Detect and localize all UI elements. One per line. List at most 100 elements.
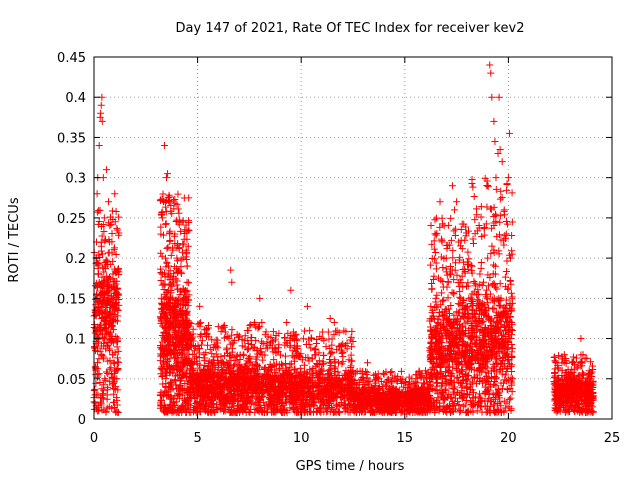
data-points (90, 61, 597, 418)
data-point (113, 343, 121, 351)
data-point (497, 187, 505, 195)
data-point (332, 327, 340, 335)
data-point (168, 378, 176, 386)
data-point (106, 365, 114, 373)
data-point (386, 369, 394, 377)
data-point (97, 222, 105, 230)
data-point (115, 231, 123, 239)
data-point (235, 332, 243, 340)
data-point (101, 335, 109, 343)
data-point (100, 228, 108, 236)
data-point (477, 264, 485, 272)
data-point (108, 404, 116, 412)
data-point (450, 227, 458, 235)
data-point (109, 398, 117, 406)
data-point (168, 308, 176, 316)
data-point (175, 366, 183, 374)
data-point (184, 354, 192, 362)
data-point (95, 217, 103, 225)
data-point (501, 273, 509, 281)
data-point (174, 285, 182, 293)
data-point (98, 394, 106, 402)
data-point (172, 218, 180, 226)
data-point (102, 407, 110, 415)
data-point (92, 379, 100, 387)
data-point (166, 395, 174, 403)
data-point (113, 407, 121, 415)
data-point (114, 347, 122, 355)
data-point (430, 272, 438, 280)
data-point (175, 219, 183, 227)
data-point (169, 305, 177, 313)
data-point (180, 240, 188, 248)
data-point (412, 378, 420, 386)
data-point (447, 236, 455, 244)
data-point (468, 179, 476, 187)
data-point (183, 278, 191, 286)
data-point (107, 220, 115, 228)
data-point (160, 310, 168, 317)
data-point (99, 313, 107, 321)
data-point (465, 255, 473, 263)
data-point (100, 268, 108, 276)
data-point (179, 295, 187, 303)
data-point (164, 243, 172, 251)
data-point (428, 285, 436, 293)
data-point (159, 366, 167, 374)
data-point (174, 239, 182, 247)
data-point (181, 379, 189, 387)
data-point (179, 254, 187, 262)
data-point (98, 273, 106, 281)
data-point (432, 231, 440, 239)
data-point (109, 215, 117, 223)
data-point (327, 350, 335, 358)
data-point (491, 262, 499, 270)
data-point (99, 221, 107, 229)
data-point (113, 336, 121, 344)
data-point (464, 248, 472, 256)
data-point (508, 293, 516, 301)
data-point (443, 283, 451, 291)
data-point (157, 268, 165, 276)
data-point (432, 249, 440, 257)
data-point (177, 353, 185, 361)
data-point (171, 392, 179, 400)
data-point (111, 267, 119, 275)
data-point (487, 250, 495, 258)
data-point (478, 408, 486, 416)
data-point (427, 221, 435, 229)
data-point (157, 364, 165, 372)
data-point (168, 282, 176, 290)
data-point (453, 271, 461, 279)
data-point (448, 289, 456, 297)
data-point (115, 408, 123, 416)
data-point (101, 375, 109, 383)
chart-title: Day 147 of 2021, Rate Of TEC Index for r… (176, 21, 525, 36)
data-point (470, 277, 478, 285)
data-point (227, 340, 235, 348)
data-point (496, 195, 504, 203)
data-point (93, 333, 101, 341)
data-point (447, 214, 455, 222)
data-point (100, 342, 108, 350)
data-point (107, 364, 115, 372)
data-point (113, 224, 121, 232)
data-point (185, 279, 193, 287)
data-point (110, 305, 118, 313)
data-point (163, 259, 171, 267)
data-point (158, 372, 166, 380)
data-point (158, 397, 165, 405)
data-point (177, 377, 185, 385)
data-point (111, 300, 119, 308)
data-point (185, 194, 193, 202)
data-point (171, 195, 179, 203)
data-point (98, 232, 106, 240)
data-point (503, 180, 511, 188)
data-point (100, 288, 108, 296)
data-point (110, 360, 118, 368)
data-point (115, 268, 123, 276)
data-point (429, 275, 437, 283)
data-point (110, 326, 118, 334)
data-point (97, 399, 105, 407)
data-point (165, 281, 173, 289)
